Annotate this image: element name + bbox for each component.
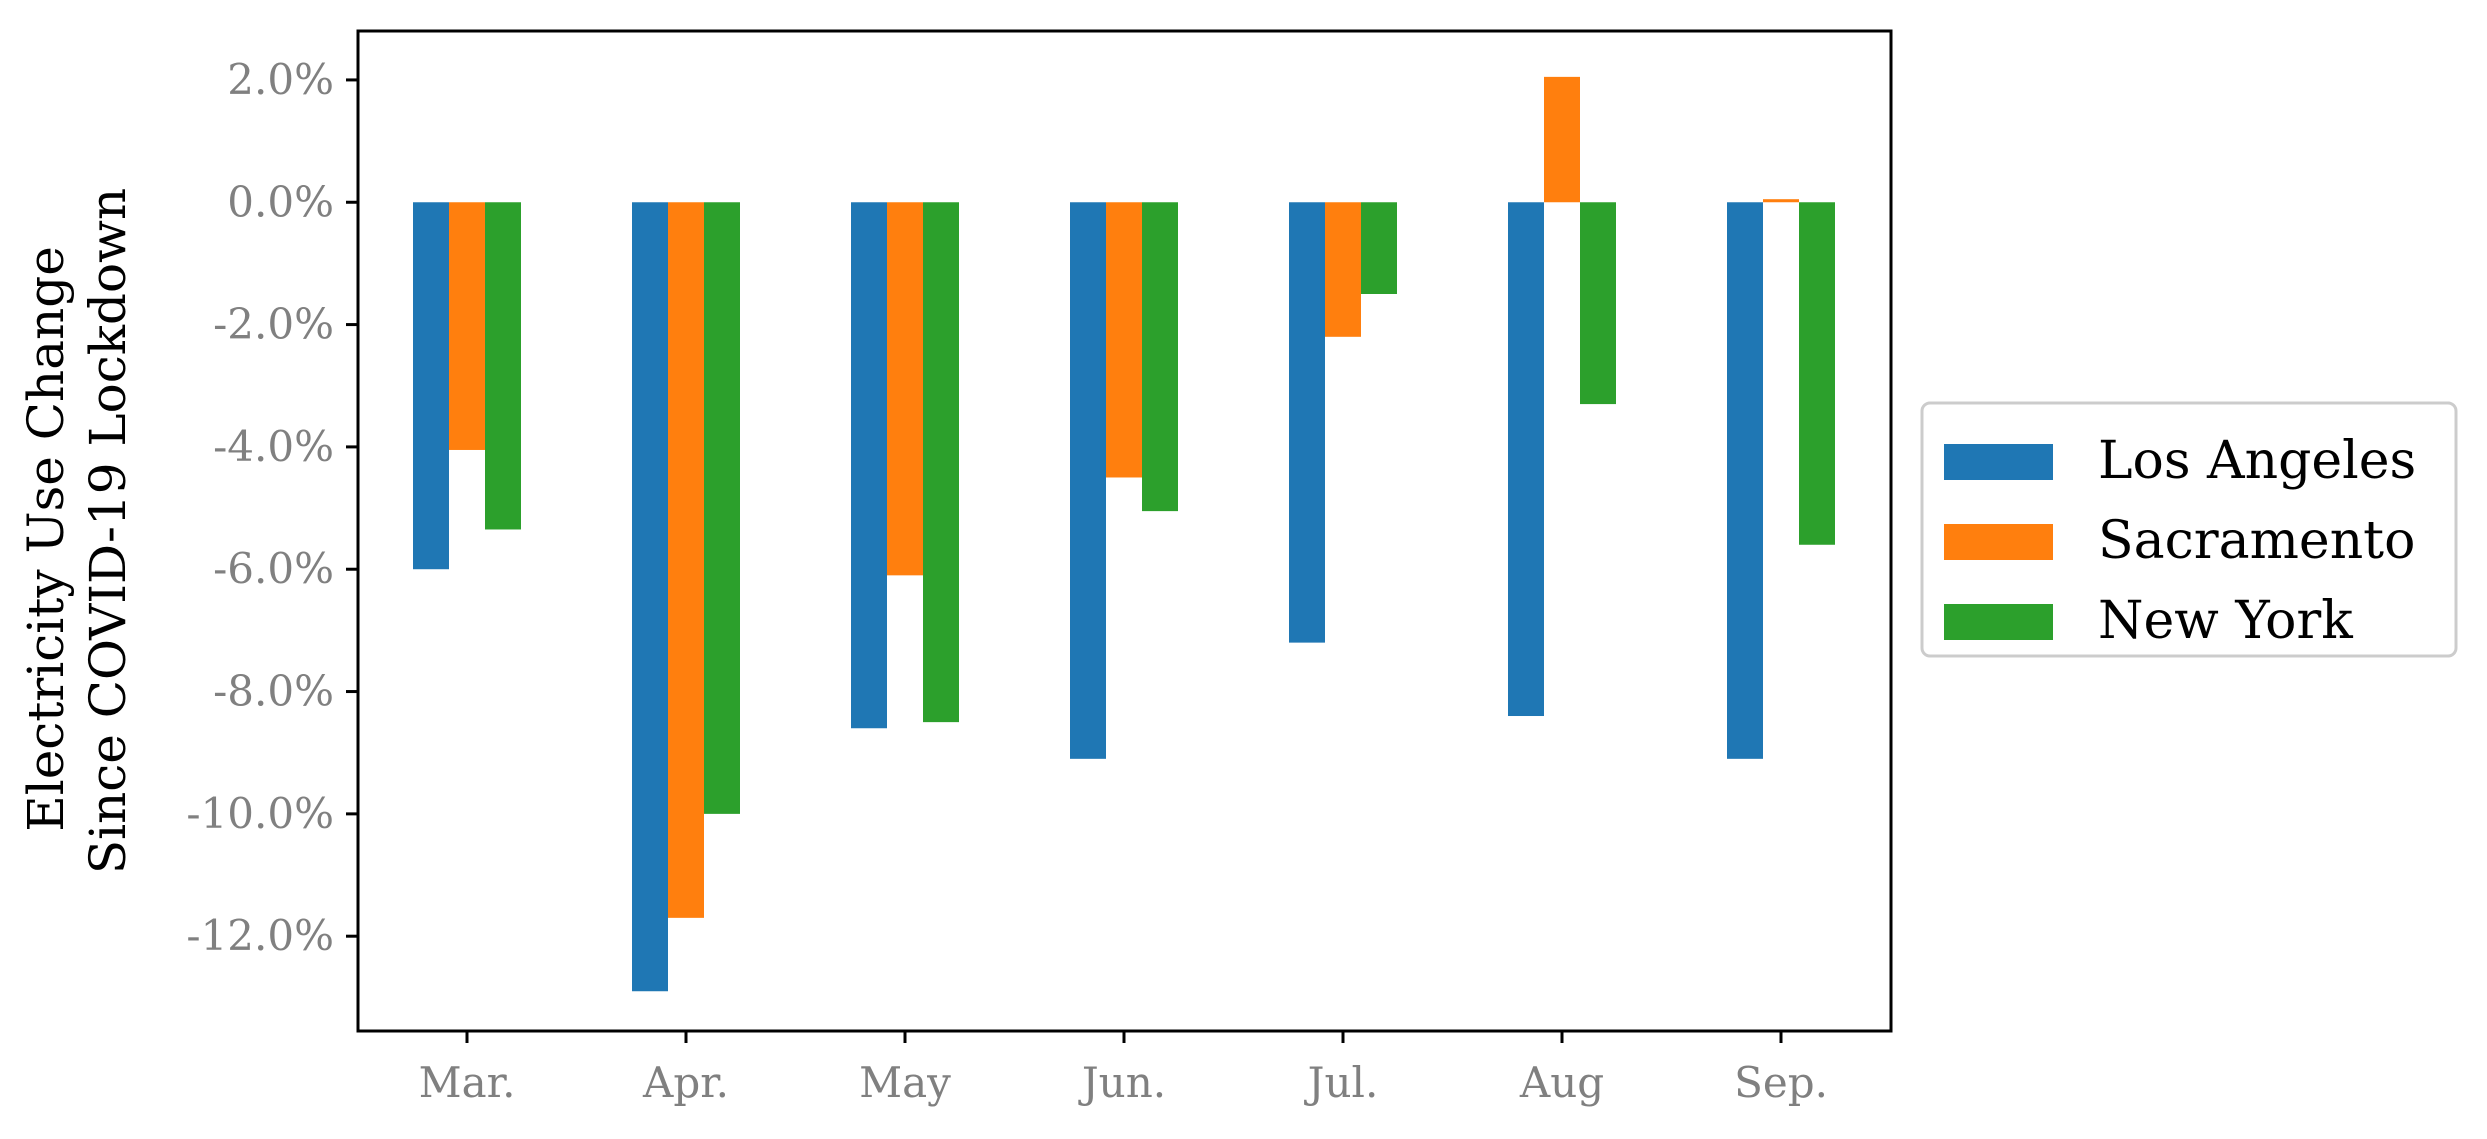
y-axis-label-line-1: Electricity Use Change (17, 246, 75, 832)
bar-sacramento-jul (1325, 202, 1361, 337)
bar-los-angeles-may (851, 202, 887, 729)
y-axis-label-line-2: Since COVID-19 Lockdown (79, 188, 137, 874)
bar-sacramento-sep (1763, 199, 1799, 203)
bar-los-angeles-mar (413, 202, 449, 570)
y-tick-label: -4.0% (213, 422, 334, 471)
legend-label-sacramento: Sacramento (2098, 511, 2415, 571)
y-axis-label: Electricity Use Change Since COVID-19 Lo… (17, 188, 137, 874)
bar-new-york-apr (704, 202, 740, 814)
y-tick-label: -8.0% (213, 667, 334, 716)
legend-label-new-york: New York (2098, 591, 2353, 651)
legend-swatch-sacramento (1944, 524, 2053, 560)
plot-frame (356, 29, 1893, 1033)
x-tick-label: Jun. (1078, 1058, 1166, 1107)
bar-los-angeles-apr (632, 202, 668, 992)
bar-sacramento-jun (1106, 202, 1142, 478)
bar-new-york-jun (1142, 202, 1178, 512)
bars-group (413, 76, 1835, 992)
bar-sacramento-aug (1544, 76, 1580, 203)
bar-new-york-aug (1580, 202, 1616, 405)
bar-new-york-may (923, 202, 959, 723)
bar-new-york-jul (1361, 202, 1397, 294)
legend-label-los-angeles: Los Angeles (2098, 431, 2416, 491)
x-tick-label: Sep. (1734, 1058, 1828, 1107)
bar-sacramento-mar (449, 202, 485, 450)
bar-new-york-mar (485, 202, 521, 530)
legend-box (1920, 401, 2458, 658)
y-axis-ticks: 2.0% 0.0% -2.0% -4.0% -6.0% -8.0% -10.0% -12.0% (186, 55, 358, 960)
x-tick-label: Aug (1519, 1058, 1604, 1107)
legend-swatch-new-york (1944, 604, 2053, 640)
bar-sacramento-may (887, 202, 923, 576)
bar-los-angeles-jun (1070, 202, 1106, 759)
y-tick-label: -6.0% (213, 544, 334, 593)
bar-new-york-sep (1799, 202, 1835, 545)
x-axis-ticks: Mar. Apr. May Jun. Jul. Aug Sep. (419, 1031, 1828, 1107)
bar-los-angeles-aug (1508, 202, 1544, 717)
y-tick-label: -2.0% (213, 300, 334, 349)
bar-sacramento-apr (668, 202, 704, 918)
x-tick-label: Jul. (1304, 1058, 1379, 1107)
y-tick-label: -12.0% (186, 911, 334, 960)
y-tick-label: 0.0% (227, 177, 334, 226)
x-tick-label: Apr. (642, 1058, 729, 1107)
x-tick-label: Mar. (419, 1058, 516, 1107)
y-tick-label: 2.0% (227, 55, 334, 104)
bar-los-angeles-jul (1289, 202, 1325, 643)
legend-swatch-los-angeles (1944, 444, 2053, 480)
x-tick-label: May (859, 1058, 951, 1107)
bar-los-angeles-sep (1727, 202, 1763, 759)
legend: Los Angeles Sacramento New York (1920, 401, 2458, 658)
y-tick-label: -10.0% (186, 789, 334, 838)
